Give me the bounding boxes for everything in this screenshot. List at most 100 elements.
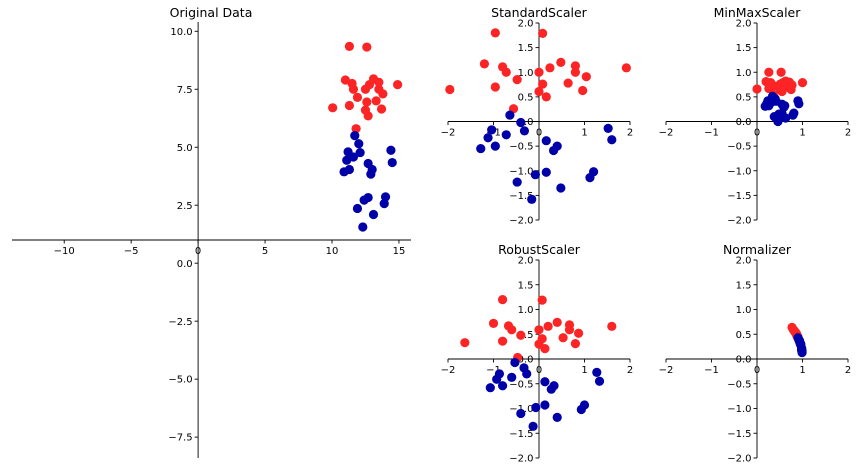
data-point — [552, 317, 562, 327]
y-tick-label: −1.5 — [727, 429, 751, 440]
data-point — [490, 141, 500, 151]
data-point — [344, 41, 355, 51]
x-tick-label: 2 — [627, 128, 633, 139]
data-point — [498, 336, 508, 346]
x-tick-label: −10 — [54, 246, 75, 257]
data-point — [764, 83, 774, 94]
data-point — [545, 63, 555, 73]
y-tick-label: −0.5 — [727, 379, 751, 390]
data-point — [621, 63, 631, 73]
red-series — [752, 67, 808, 100]
red-series — [460, 295, 617, 363]
y-tick-label: 0.5 — [518, 330, 534, 341]
data-point — [512, 177, 522, 187]
data-point — [378, 89, 388, 99]
y-tick-label: −7.5 — [168, 433, 192, 444]
y-tick-label: −2.0 — [509, 216, 533, 227]
y-tick-label: −2.0 — [727, 216, 751, 227]
data-point — [479, 59, 489, 69]
minmax-scaler-panel: MinMaxScaler −2 −1 0 1 2 2.0 1.5 1.0 0.5 0.0 −0.5 −1… — [659, 5, 852, 227]
standard-scaler-panel: StandardScaler−2−10122.01.51.00.50.0−0.5… — [441, 5, 634, 227]
x-tick-label: 0 — [754, 365, 760, 376]
blue-series — [485, 357, 605, 431]
data-point — [573, 328, 584, 338]
data-point — [777, 86, 787, 97]
x-tick-label: 1 — [581, 128, 587, 139]
data-point — [355, 147, 365, 158]
data-point — [540, 377, 550, 387]
data-point — [534, 67, 544, 77]
blue-series — [793, 333, 807, 358]
data-point — [366, 169, 376, 179]
data-point — [488, 318, 499, 328]
data-point — [363, 111, 373, 121]
y-tick-label: 1.5 — [736, 43, 752, 54]
data-point — [764, 67, 774, 77]
data-point — [445, 84, 455, 95]
data-point — [603, 123, 613, 133]
data-point — [498, 295, 508, 305]
data-point — [607, 135, 617, 145]
robust-scaler-panel: RobustScaler −2 −1 0 1 2 2.0 1.5 1.0 0.5 0.0 −0.5 −1… — [441, 242, 634, 465]
data-point — [498, 381, 508, 391]
data-point — [374, 77, 384, 87]
data-point — [540, 344, 550, 354]
x-tick-label: 10 — [326, 246, 339, 257]
y-tick-label: 1.5 — [736, 280, 752, 291]
y-tick-label: 10.0 — [170, 27, 192, 38]
data-point — [781, 113, 791, 123]
data-point — [581, 72, 591, 82]
red-series — [445, 28, 631, 114]
data-point — [531, 402, 541, 413]
x-tick-label: −1 — [486, 365, 501, 376]
data-point — [558, 333, 568, 343]
x-tick-label: −2 — [659, 128, 674, 139]
data-point — [548, 145, 559, 156]
data-point — [516, 117, 526, 128]
data-point — [788, 110, 798, 120]
y-tick-label: 0.5 — [518, 92, 534, 103]
data-point — [476, 143, 486, 154]
y-tick-label: 0.0 — [518, 355, 534, 366]
normalizer-panel: Normalizer −2 −1 0 1 2 2.0 1.5 1.0 0.5 0.0 −0.5 −1.0… — [659, 242, 852, 465]
x-tick-label: 2 — [845, 365, 851, 376]
data-point — [797, 77, 808, 88]
data-point — [362, 42, 372, 52]
y-tick-label: 0.0 — [518, 117, 534, 128]
x-tick-label: 2 — [627, 365, 633, 376]
y-tick-label: −2.0 — [509, 454, 533, 465]
y-tick-label: 0.5 — [736, 330, 752, 341]
y-tick-label: −1.0 — [509, 166, 533, 177]
data-point — [786, 84, 796, 95]
y-tick-label: 0.0 — [177, 259, 193, 270]
data-point — [594, 376, 605, 386]
red-series — [328, 41, 403, 134]
x-tick-label: −2 — [659, 365, 674, 376]
data-point — [564, 325, 575, 335]
data-point — [797, 347, 807, 358]
data-point — [556, 183, 566, 193]
data-point — [362, 97, 372, 107]
x-tick-label: −1 — [704, 365, 719, 376]
data-point — [376, 104, 387, 114]
y-tick-label: −2.0 — [727, 454, 751, 465]
x-tick-label: 0 — [195, 246, 201, 257]
data-point — [386, 145, 396, 155]
y-tick-label: −1.5 — [509, 429, 533, 440]
data-point — [530, 170, 540, 180]
y-tick-label: 1.0 — [518, 305, 534, 316]
y-tick-label: 2.0 — [736, 256, 752, 267]
data-point — [485, 383, 495, 393]
x-tick-label: 1 — [799, 365, 805, 376]
data-point — [507, 325, 517, 335]
data-point — [540, 400, 550, 410]
x-tick-label: 0 — [536, 365, 542, 376]
panel-title: Normalizer — [723, 242, 792, 257]
blue-series — [339, 131, 397, 232]
data-point — [352, 92, 363, 102]
data-point — [352, 203, 363, 214]
data-point — [546, 384, 556, 394]
data-point — [501, 67, 511, 77]
data-point — [344, 100, 355, 111]
data-point — [576, 404, 586, 415]
